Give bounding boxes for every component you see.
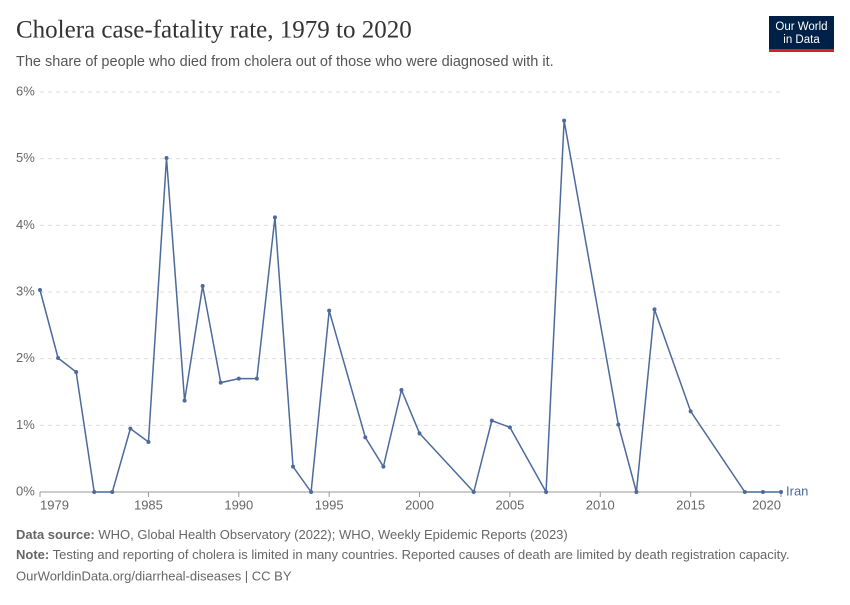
point <box>164 156 169 160</box>
x-tick-label: 1985 <box>134 497 163 512</box>
note-label: Note: <box>16 547 49 562</box>
point <box>128 426 133 431</box>
note-text: Testing and reporting of cholera is limi… <box>53 547 790 562</box>
y-tick-label: 2% <box>16 350 35 365</box>
point <box>652 307 657 312</box>
series-label: Iran <box>786 483 808 498</box>
note: Note: Testing and reporting of cholera i… <box>16 547 789 562</box>
chart-subtitle: The share of people who died from choler… <box>16 54 554 70</box>
chart-title: Cholera case-fatality rate, 1979 to 2020 <box>16 17 412 44</box>
point <box>381 464 386 469</box>
point <box>327 308 332 313</box>
source-text: WHO, Global Health Observatory (2022); W… <box>98 527 567 542</box>
point <box>634 490 639 494</box>
point <box>507 425 512 430</box>
y-tick-label: 5% <box>16 150 35 165</box>
x-tick-label: 2020 <box>752 497 781 512</box>
point <box>74 370 79 374</box>
point <box>146 440 151 444</box>
logo-bar <box>769 49 834 52</box>
point <box>562 118 567 123</box>
x-tick-label: 2010 <box>586 497 615 512</box>
point <box>92 490 97 494</box>
logo-text: in Data <box>783 34 820 46</box>
point <box>236 376 241 381</box>
logo-box <box>769 16 834 52</box>
point <box>182 398 187 403</box>
point <box>779 490 783 494</box>
point <box>254 376 259 381</box>
source-label: Data source: <box>16 527 95 542</box>
point <box>489 418 494 423</box>
y-tick-label: 6% <box>16 83 35 98</box>
point <box>200 284 205 288</box>
point <box>616 422 621 427</box>
x-tick-label: 2015 <box>676 497 705 512</box>
line <box>39 120 781 495</box>
logo-text: Our World <box>775 21 827 33</box>
point <box>363 435 368 440</box>
point <box>760 490 765 494</box>
point <box>56 356 61 360</box>
source: Data source: WHO, Global Health Observat… <box>16 527 568 542</box>
point <box>742 490 747 494</box>
point <box>688 409 693 414</box>
point <box>272 215 277 220</box>
point <box>291 464 296 469</box>
point <box>309 490 314 494</box>
x-tick-label: 2000 <box>405 497 434 512</box>
x-tick-label: 1995 <box>315 497 344 512</box>
x-tick-label: 2005 <box>495 497 524 512</box>
y-tick-label: 3% <box>16 283 35 298</box>
point <box>417 431 422 436</box>
point <box>544 490 549 494</box>
url: OurWorldinData.org/diarrheal-diseases | … <box>16 568 292 583</box>
point <box>38 288 42 292</box>
x-tick-label: 1979 <box>40 497 69 512</box>
point <box>399 388 404 392</box>
x-tick-label: 1990 <box>224 497 253 512</box>
y-tick-label: 4% <box>16 217 35 232</box>
point <box>218 380 223 385</box>
y-tick-label: 0% <box>16 483 35 498</box>
y-tick-label: 1% <box>16 417 35 432</box>
point <box>110 490 115 494</box>
point <box>471 490 476 494</box>
